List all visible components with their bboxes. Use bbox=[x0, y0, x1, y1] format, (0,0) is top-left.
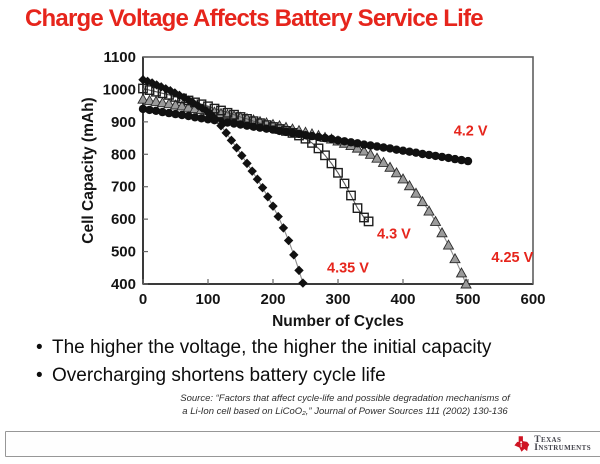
footer-bar: Texas Instruments bbox=[5, 431, 600, 457]
bullet-text: Overcharging shortens battery cycle life bbox=[52, 365, 386, 386]
brand-line-instruments: Instruments bbox=[534, 443, 591, 453]
svg-text:400: 400 bbox=[111, 276, 136, 293]
texas-instruments-wordmark: Texas Instruments bbox=[534, 434, 591, 453]
bullet-item: • The higher the voltage, the higher the … bbox=[36, 334, 596, 362]
chart-container: 0 100 200 300 400 500 600 400 500 600 700 800 900 100… bbox=[0, 46, 600, 336]
bullet-dot: • bbox=[36, 365, 43, 386]
svg-text:800: 800 bbox=[111, 146, 136, 163]
voltage-annotation: 4.3 V bbox=[377, 227, 411, 243]
voltage-annotation: 4.25 V bbox=[491, 250, 533, 266]
bullet-text: The higher the voltage, the higher the i… bbox=[52, 337, 492, 358]
bullet-item: • Overcharging shortens battery cycle lif… bbox=[36, 362, 596, 390]
svg-text:600: 600 bbox=[111, 211, 136, 228]
svg-text:700: 700 bbox=[111, 179, 136, 196]
svg-text:500: 500 bbox=[111, 244, 136, 261]
svg-text:900: 900 bbox=[111, 114, 136, 131]
source-line-1: Source: “Factors that affect cycle-life … bbox=[180, 393, 510, 404]
svg-text:100: 100 bbox=[195, 291, 220, 308]
slide-title: Charge Voltage Affects Battery Service L… bbox=[25, 5, 484, 32]
source-line-2: a Li-Ion cell based on LiCoO₂,” Journal … bbox=[182, 406, 508, 417]
svg-text:200: 200 bbox=[260, 291, 285, 308]
svg-text:1100: 1100 bbox=[103, 49, 136, 66]
svg-text:400: 400 bbox=[390, 291, 415, 308]
svg-text:600: 600 bbox=[520, 291, 545, 308]
svg-text:1000: 1000 bbox=[103, 81, 136, 98]
svg-text:Cell Capacity (mAh): Cell Capacity (mAh) bbox=[80, 97, 97, 243]
texas-state-icon bbox=[514, 436, 530, 452]
voltage-annotation: 4.35 V bbox=[327, 260, 369, 276]
svg-text:0: 0 bbox=[139, 291, 147, 308]
bullet-dot: • bbox=[36, 337, 43, 358]
svg-text:500: 500 bbox=[455, 291, 480, 308]
svg-text:Number of Cycles: Number of Cycles bbox=[272, 313, 404, 330]
voltage-annotation: 4.2 V bbox=[454, 124, 488, 140]
battery-cycle-life-chart: 0 100 200 300 400 500 600 400 500 600 700 800 900 100… bbox=[80, 49, 546, 330]
brand-line-texas: Texas bbox=[534, 434, 562, 445]
texas-instruments-logo: Texas Instruments bbox=[513, 435, 591, 453]
svg-text:300: 300 bbox=[325, 291, 350, 308]
source-citation: Source: “Factors that affect cycle-life … bbox=[90, 392, 600, 418]
bullet-list: • The higher the voltage, the higher the … bbox=[36, 334, 596, 390]
